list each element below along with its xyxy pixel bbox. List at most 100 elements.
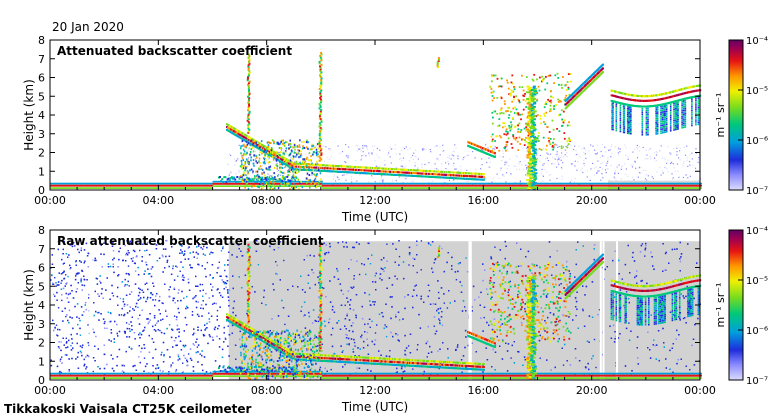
backscatter-cell <box>537 85 540 88</box>
backscatter-cell <box>496 97 499 99</box>
backscatter-cell <box>402 157 405 159</box>
backscatter-cell <box>316 160 318 163</box>
backscatter-cell <box>407 149 409 151</box>
backscatter-cell <box>548 141 551 144</box>
backscatter-cell <box>259 178 262 181</box>
backscatter-cell <box>249 178 252 181</box>
backscatter-cell <box>490 182 493 185</box>
backscatter-cell <box>238 180 241 183</box>
backscatter-cell <box>410 184 413 187</box>
backscatter-cell <box>313 185 316 187</box>
backscatter-cell <box>558 163 560 165</box>
backscatter-cell <box>545 76 547 78</box>
backscatter-cell <box>491 140 494 143</box>
backscatter-cell <box>359 184 362 187</box>
backscatter-cell <box>290 177 293 180</box>
backscatter-cell <box>289 159 292 162</box>
backscatter-cell <box>562 110 565 113</box>
backscatter-cell <box>287 180 290 183</box>
backscatter-cell <box>453 182 455 185</box>
backscatter-cell <box>424 148 426 151</box>
backscatter-cell <box>480 184 483 187</box>
backscatter-cell <box>411 184 414 187</box>
backscatter-cell <box>512 134 514 136</box>
backscatter-cell <box>530 94 534 97</box>
backscatter-cell <box>184 184 187 187</box>
backscatter-cell <box>232 182 234 185</box>
backscatter-cell <box>283 148 285 150</box>
backscatter-cell <box>187 187 190 189</box>
backscatter-cell <box>252 170 254 173</box>
backscatter-cell <box>688 161 691 163</box>
backscatter-cell <box>303 161 306 164</box>
backscatter-cell <box>272 179 274 182</box>
backscatter-cell <box>402 187 405 189</box>
backscatter-cell <box>262 152 264 154</box>
backscatter-cell <box>169 184 172 187</box>
backscatter-cell <box>502 184 505 187</box>
backscatter-cell <box>198 184 201 187</box>
backscatter-cell <box>601 172 603 175</box>
backscatter-cell <box>337 176 339 179</box>
backscatter-cell <box>438 182 441 185</box>
backscatter-cell <box>314 146 316 148</box>
backscatter-cell <box>382 180 384 182</box>
backscatter-cell <box>514 138 517 141</box>
backscatter-cell <box>512 182 515 185</box>
backscatter-cell <box>249 144 251 146</box>
backscatter-cell <box>444 182 447 185</box>
backscatter-cell <box>659 167 661 169</box>
backscatter-cell <box>528 89 532 91</box>
backscatter-cell <box>369 184 372 187</box>
backscatter-cell <box>519 184 522 187</box>
backscatter-cell <box>128 184 130 187</box>
backscatter-cell <box>528 129 532 132</box>
backscatter-cell <box>436 63 439 66</box>
backscatter-cell <box>293 144 296 147</box>
backscatter-cell <box>494 74 497 77</box>
backscatter-cell <box>535 181 537 184</box>
backscatter-cell <box>293 187 296 190</box>
backscatter-cell <box>627 175 629 177</box>
backscatter-cell <box>332 187 335 189</box>
backscatter-cell <box>521 86 524 88</box>
backscatter-cell <box>229 180 232 183</box>
backscatter-cell <box>561 118 563 121</box>
backscatter-cell <box>382 187 385 189</box>
backscatter-cell <box>235 160 237 162</box>
backscatter-cell <box>321 184 324 187</box>
backscatter-cell <box>326 182 329 185</box>
backscatter-cell <box>289 146 292 149</box>
backscatter-cell <box>405 187 408 189</box>
backscatter-cell <box>653 184 656 187</box>
backscatter-cell <box>523 182 526 185</box>
backscatter-cell <box>508 127 511 129</box>
backscatter-cell <box>584 153 586 155</box>
backscatter-cell <box>260 168 263 170</box>
backscatter-cell <box>603 155 605 157</box>
backscatter-cell <box>113 187 116 189</box>
backscatter-cell <box>313 178 316 180</box>
backscatter-cell <box>679 184 682 187</box>
backscatter-cell <box>352 182 355 185</box>
backscatter-cell <box>278 178 281 180</box>
backscatter-cell <box>532 85 536 88</box>
backscatter-cell <box>487 182 489 184</box>
backscatter-cell <box>262 185 265 187</box>
backscatter-cell <box>126 182 129 185</box>
backscatter-cell <box>238 144 240 146</box>
backscatter-cell <box>78 187 81 189</box>
backscatter-cell <box>514 126 516 128</box>
backscatter-cell <box>253 140 255 143</box>
backscatter-cell <box>304 166 307 169</box>
backscatter-cell <box>502 156 504 158</box>
backscatter-cell <box>362 151 364 153</box>
backscatter-cell <box>410 187 413 189</box>
backscatter-cell <box>302 160 304 163</box>
backscatter-cell <box>502 187 505 189</box>
backscatter-cell <box>254 154 257 156</box>
backscatter-cell <box>612 110 614 112</box>
backscatter-cell <box>571 182 574 185</box>
backscatter-cell <box>563 119 566 122</box>
backscatter-cell <box>483 149 486 151</box>
